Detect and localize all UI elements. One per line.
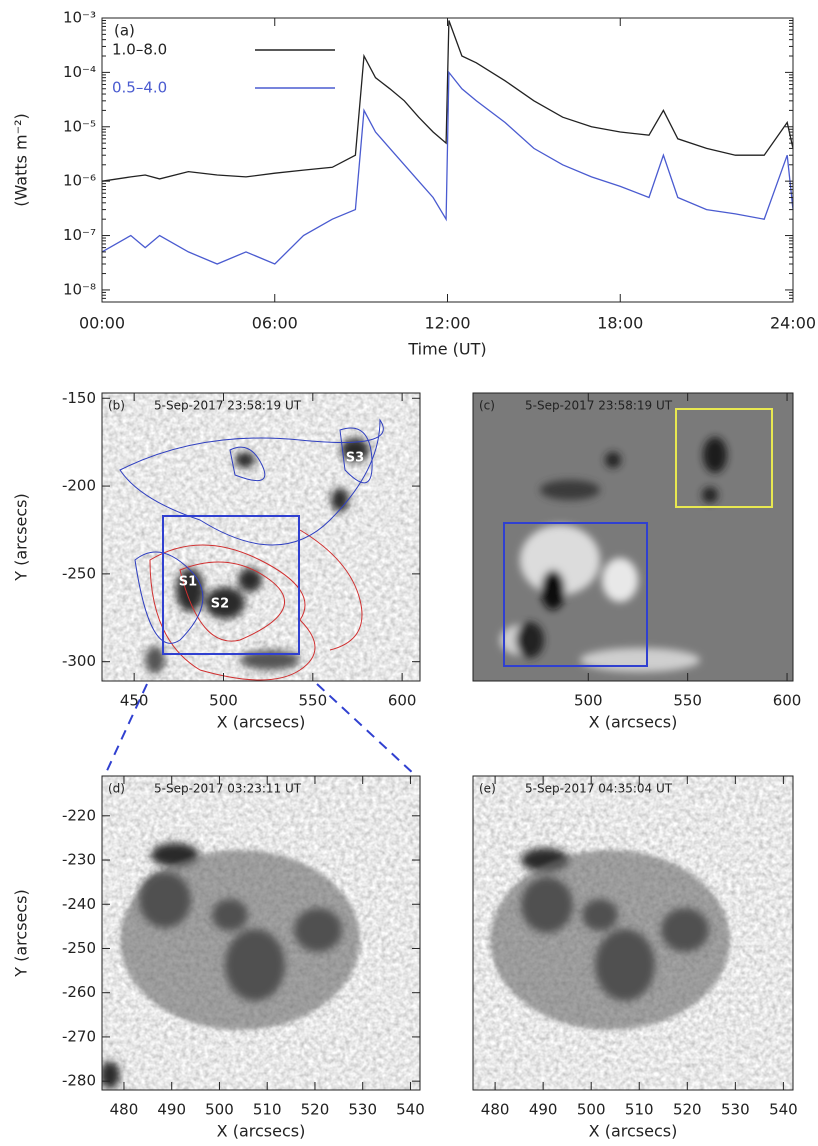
x-tick-label: 12:00 [424, 314, 470, 333]
image-c [473, 393, 793, 681]
legend-label: 0.5–4.0 [112, 79, 167, 97]
y-tick-label: -150 [62, 389, 96, 407]
plot-frame [101, 392, 421, 682]
x-tick-label: 500 [205, 1101, 234, 1119]
x-tick-label: 500 [577, 1101, 606, 1119]
x-tick-label: 520 [673, 1101, 702, 1119]
x-tick-label: 00:00 [79, 314, 125, 333]
x-tick-label: 600 [388, 692, 417, 710]
x-tick-label: 490 [529, 1101, 558, 1119]
x-tick-label: 600 [773, 692, 802, 710]
plot-frame [472, 392, 794, 682]
plot-frame [472, 775, 794, 1091]
image-b [102, 393, 420, 681]
region-label: S1 [179, 575, 197, 590]
legend-label: 1.0–8.0 [112, 41, 167, 59]
y-tick-label: 10⁻⁵ [63, 117, 96, 135]
x-axis-label: Time (UT) [407, 340, 486, 359]
region-label: S2 [211, 597, 229, 612]
panel-label: (b) [108, 399, 125, 413]
x-axis-label: X (arcsecs) [217, 713, 306, 732]
y-tick-label: 10⁻⁷ [63, 226, 96, 244]
y-tick-label: -220 [62, 806, 96, 824]
panel-label: (c) [479, 399, 495, 413]
y-axis-label: Y (arcsecs) [12, 889, 31, 977]
x-tick-label: 18:00 [597, 314, 643, 333]
y-axis-label: Y (arcsecs) [12, 493, 31, 581]
y-tick-label: 10⁻⁶ [63, 172, 96, 190]
panel-label: (e) [479, 782, 496, 796]
x-tick-label: 480 [110, 1101, 139, 1119]
panel-label: (a) [114, 22, 135, 40]
x-tick-label: 540 [769, 1101, 798, 1119]
y-tick-label: -260 [62, 983, 96, 1001]
y-tick-label: 10⁻⁴ [63, 63, 96, 81]
x-tick-label: 06:00 [252, 314, 298, 333]
x-axis-label: X (arcsecs) [589, 713, 678, 732]
x-tick-label: 520 [301, 1101, 330, 1119]
x-tick-label: 450 [120, 692, 149, 710]
y-tick-label: -250 [62, 939, 96, 957]
x-axis-label: X (arcsecs) [589, 1122, 678, 1141]
series-line [101, 70, 794, 265]
x-tick-label: 540 [396, 1101, 425, 1119]
timestamp: 5-Sep-2017 03:23:11 UT [154, 782, 302, 796]
image-e [473, 776, 793, 1090]
x-tick-label: 550 [673, 692, 702, 710]
x-tick-label: 480 [481, 1101, 510, 1119]
image-d [102, 776, 420, 1090]
plot-frame [101, 775, 421, 1091]
x-axis-label: X (arcsecs) [217, 1122, 306, 1141]
x-tick-label: 510 [253, 1101, 282, 1119]
y-tick-label: 10⁻³ [63, 9, 96, 27]
y-tick-label: -240 [62, 895, 96, 913]
x-tick-label: 530 [721, 1101, 750, 1119]
timestamp: 5-Sep-2017 23:58:19 UT [525, 399, 673, 413]
timestamp: 5-Sep-2017 23:58:19 UT [154, 399, 302, 413]
x-tick-label: 500 [209, 692, 238, 710]
x-tick-label: 550 [298, 692, 327, 710]
region-label: S3 [346, 451, 364, 466]
y-tick-label: -250 [62, 564, 96, 582]
y-tick-label: -230 [62, 851, 96, 869]
y-tick-label: -200 [62, 477, 96, 495]
y-tick-label: -280 [62, 1072, 96, 1090]
series-line [101, 20, 794, 182]
x-tick-label: 24:00 [770, 314, 816, 333]
x-tick-label: 510 [625, 1101, 654, 1119]
zoom-line [316, 683, 416, 776]
panel-label: (d) [108, 782, 125, 796]
y-tick-label: -300 [62, 652, 96, 670]
y-axis-label: (Watts m⁻²) [12, 113, 31, 207]
x-tick-label: 490 [157, 1101, 186, 1119]
y-tick-label: -270 [62, 1027, 96, 1045]
x-tick-label: 530 [348, 1101, 377, 1119]
x-tick-label: 500 [574, 692, 603, 710]
y-tick-label: 10⁻⁸ [63, 280, 96, 298]
timestamp: 5-Sep-2017 04:35:04 UT [525, 782, 673, 796]
